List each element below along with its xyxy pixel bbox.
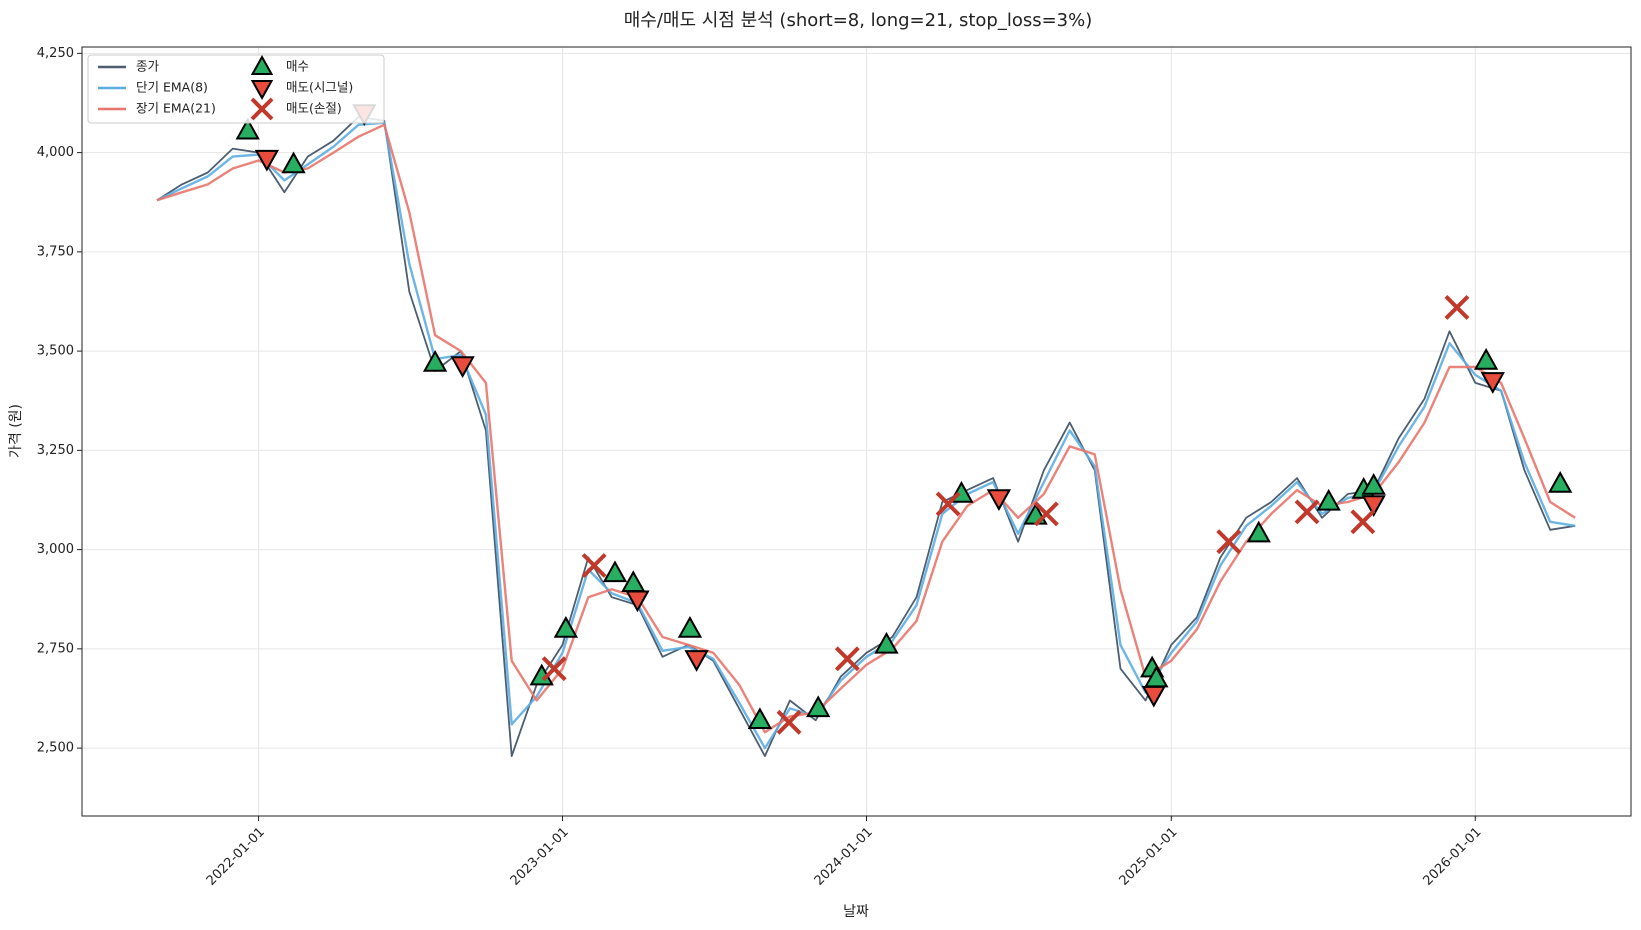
trade-marker (1216, 529, 1242, 555)
trade-marker (806, 695, 831, 718)
y-tick-label: 2,750 (37, 641, 74, 656)
legend-label: 단기 EMA(8) (136, 80, 208, 95)
legend-label: 장기 EMA(21) (136, 101, 216, 116)
trade-marker (553, 615, 579, 638)
trade-marker (625, 590, 650, 613)
trade-marker (1294, 499, 1320, 525)
y-tick-label: 3,750 (37, 244, 74, 259)
y-tick-label: 3,500 (37, 344, 74, 359)
trade-marker (874, 631, 899, 654)
x-tick-label: 2022-01-01 (204, 825, 268, 889)
x-tick-label: 2026-01-01 (1421, 825, 1485, 889)
y-tick-label: 3,250 (37, 443, 74, 458)
trade-marker (1473, 347, 1499, 370)
y-tick-label: 4,250 (37, 46, 74, 61)
x-tick-label: 2024-01-01 (812, 825, 876, 889)
trade-marker (1316, 488, 1341, 511)
legend-label: 종가 (136, 59, 160, 74)
trade-marker (1033, 501, 1059, 527)
y-tick-label: 2,500 (37, 741, 74, 756)
trade-marker (602, 560, 628, 583)
trade-marker (1141, 685, 1166, 708)
trade-marker (986, 489, 1012, 512)
trade-marker (581, 553, 607, 578)
legend-box (87, 54, 385, 124)
legend-marker (250, 80, 274, 101)
trade-marker (1350, 509, 1376, 535)
trade-marker (776, 709, 802, 735)
price-line (156, 123, 1576, 734)
legend-marker (250, 97, 274, 121)
trade-marker (1361, 495, 1386, 518)
x-axis-label: 날짜 (843, 904, 869, 920)
trade-marker (684, 650, 709, 672)
y-tick-label: 4,000 (37, 145, 74, 160)
trade-marker (281, 151, 306, 174)
chart-title: 매수/매도 시점 분석 (short=8, long=21, stop_loss… (624, 10, 1093, 31)
trade-marker (747, 707, 773, 730)
trade-marker (235, 117, 260, 140)
plot-frame (81, 46, 1632, 817)
trade-marker (834, 646, 860, 672)
trade-marker (450, 356, 475, 379)
x-tick-label: 2025-01-01 (1117, 825, 1181, 889)
legend-label: 매수 (286, 59, 309, 74)
x-tick-label: 2023-01-01 (508, 825, 572, 889)
trade-marker (935, 491, 961, 517)
trade-marker (541, 656, 567, 682)
trade-marker (1480, 372, 1505, 394)
trade-marker (1246, 520, 1271, 543)
trade-marker (677, 615, 703, 638)
trade-marker (1444, 295, 1470, 320)
trade-marker (254, 149, 280, 172)
trade-marker (422, 349, 448, 372)
y-tick-label: 3,000 (37, 542, 74, 557)
trade-marker (1361, 473, 1386, 495)
legend-label: 매도(시그널) (286, 80, 353, 95)
y-axis-label: 가격 (원) (8, 404, 24, 458)
trade-marker (1548, 471, 1573, 493)
legend-label: 매도(손절) (286, 101, 342, 116)
legend-marker (250, 54, 274, 75)
